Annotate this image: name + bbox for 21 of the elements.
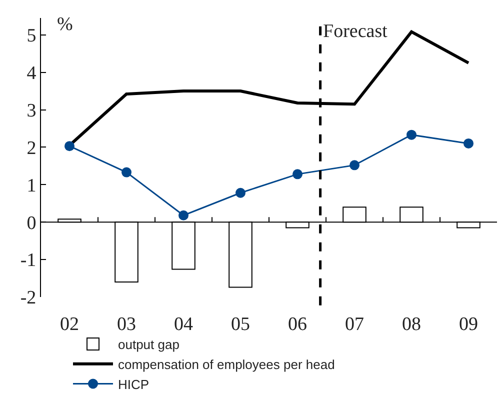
legend-label: output gap	[118, 337, 180, 352]
y-tick-label: 2	[26, 138, 36, 159]
x-tick-label: 03	[117, 314, 136, 335]
y-tick-label: 1	[26, 175, 36, 196]
x-tick-label: 04	[174, 314, 194, 335]
x-tick-label: 02	[60, 314, 79, 335]
y-tick-label: 4	[26, 62, 37, 84]
ref-line-label: Forecast	[323, 21, 388, 42]
legend-label: HICP	[118, 376, 150, 392]
x-tick-label: 06	[288, 314, 307, 335]
x-tick-label: 07	[345, 314, 364, 335]
y-tick-label: 0	[26, 212, 36, 234]
y-tick-label: -2	[20, 288, 36, 309]
y-axis-title: %	[57, 14, 73, 35]
y-tick-label: 3	[26, 100, 36, 122]
y-tick-label: 5	[26, 26, 36, 46]
legend-label: compensation of employees per head	[118, 356, 335, 372]
x-tick-label: 08	[402, 314, 421, 335]
x-tick-label: 05	[231, 314, 250, 335]
x-tick-label: 09	[459, 314, 478, 335]
y-tick-label: -1	[20, 250, 36, 272]
